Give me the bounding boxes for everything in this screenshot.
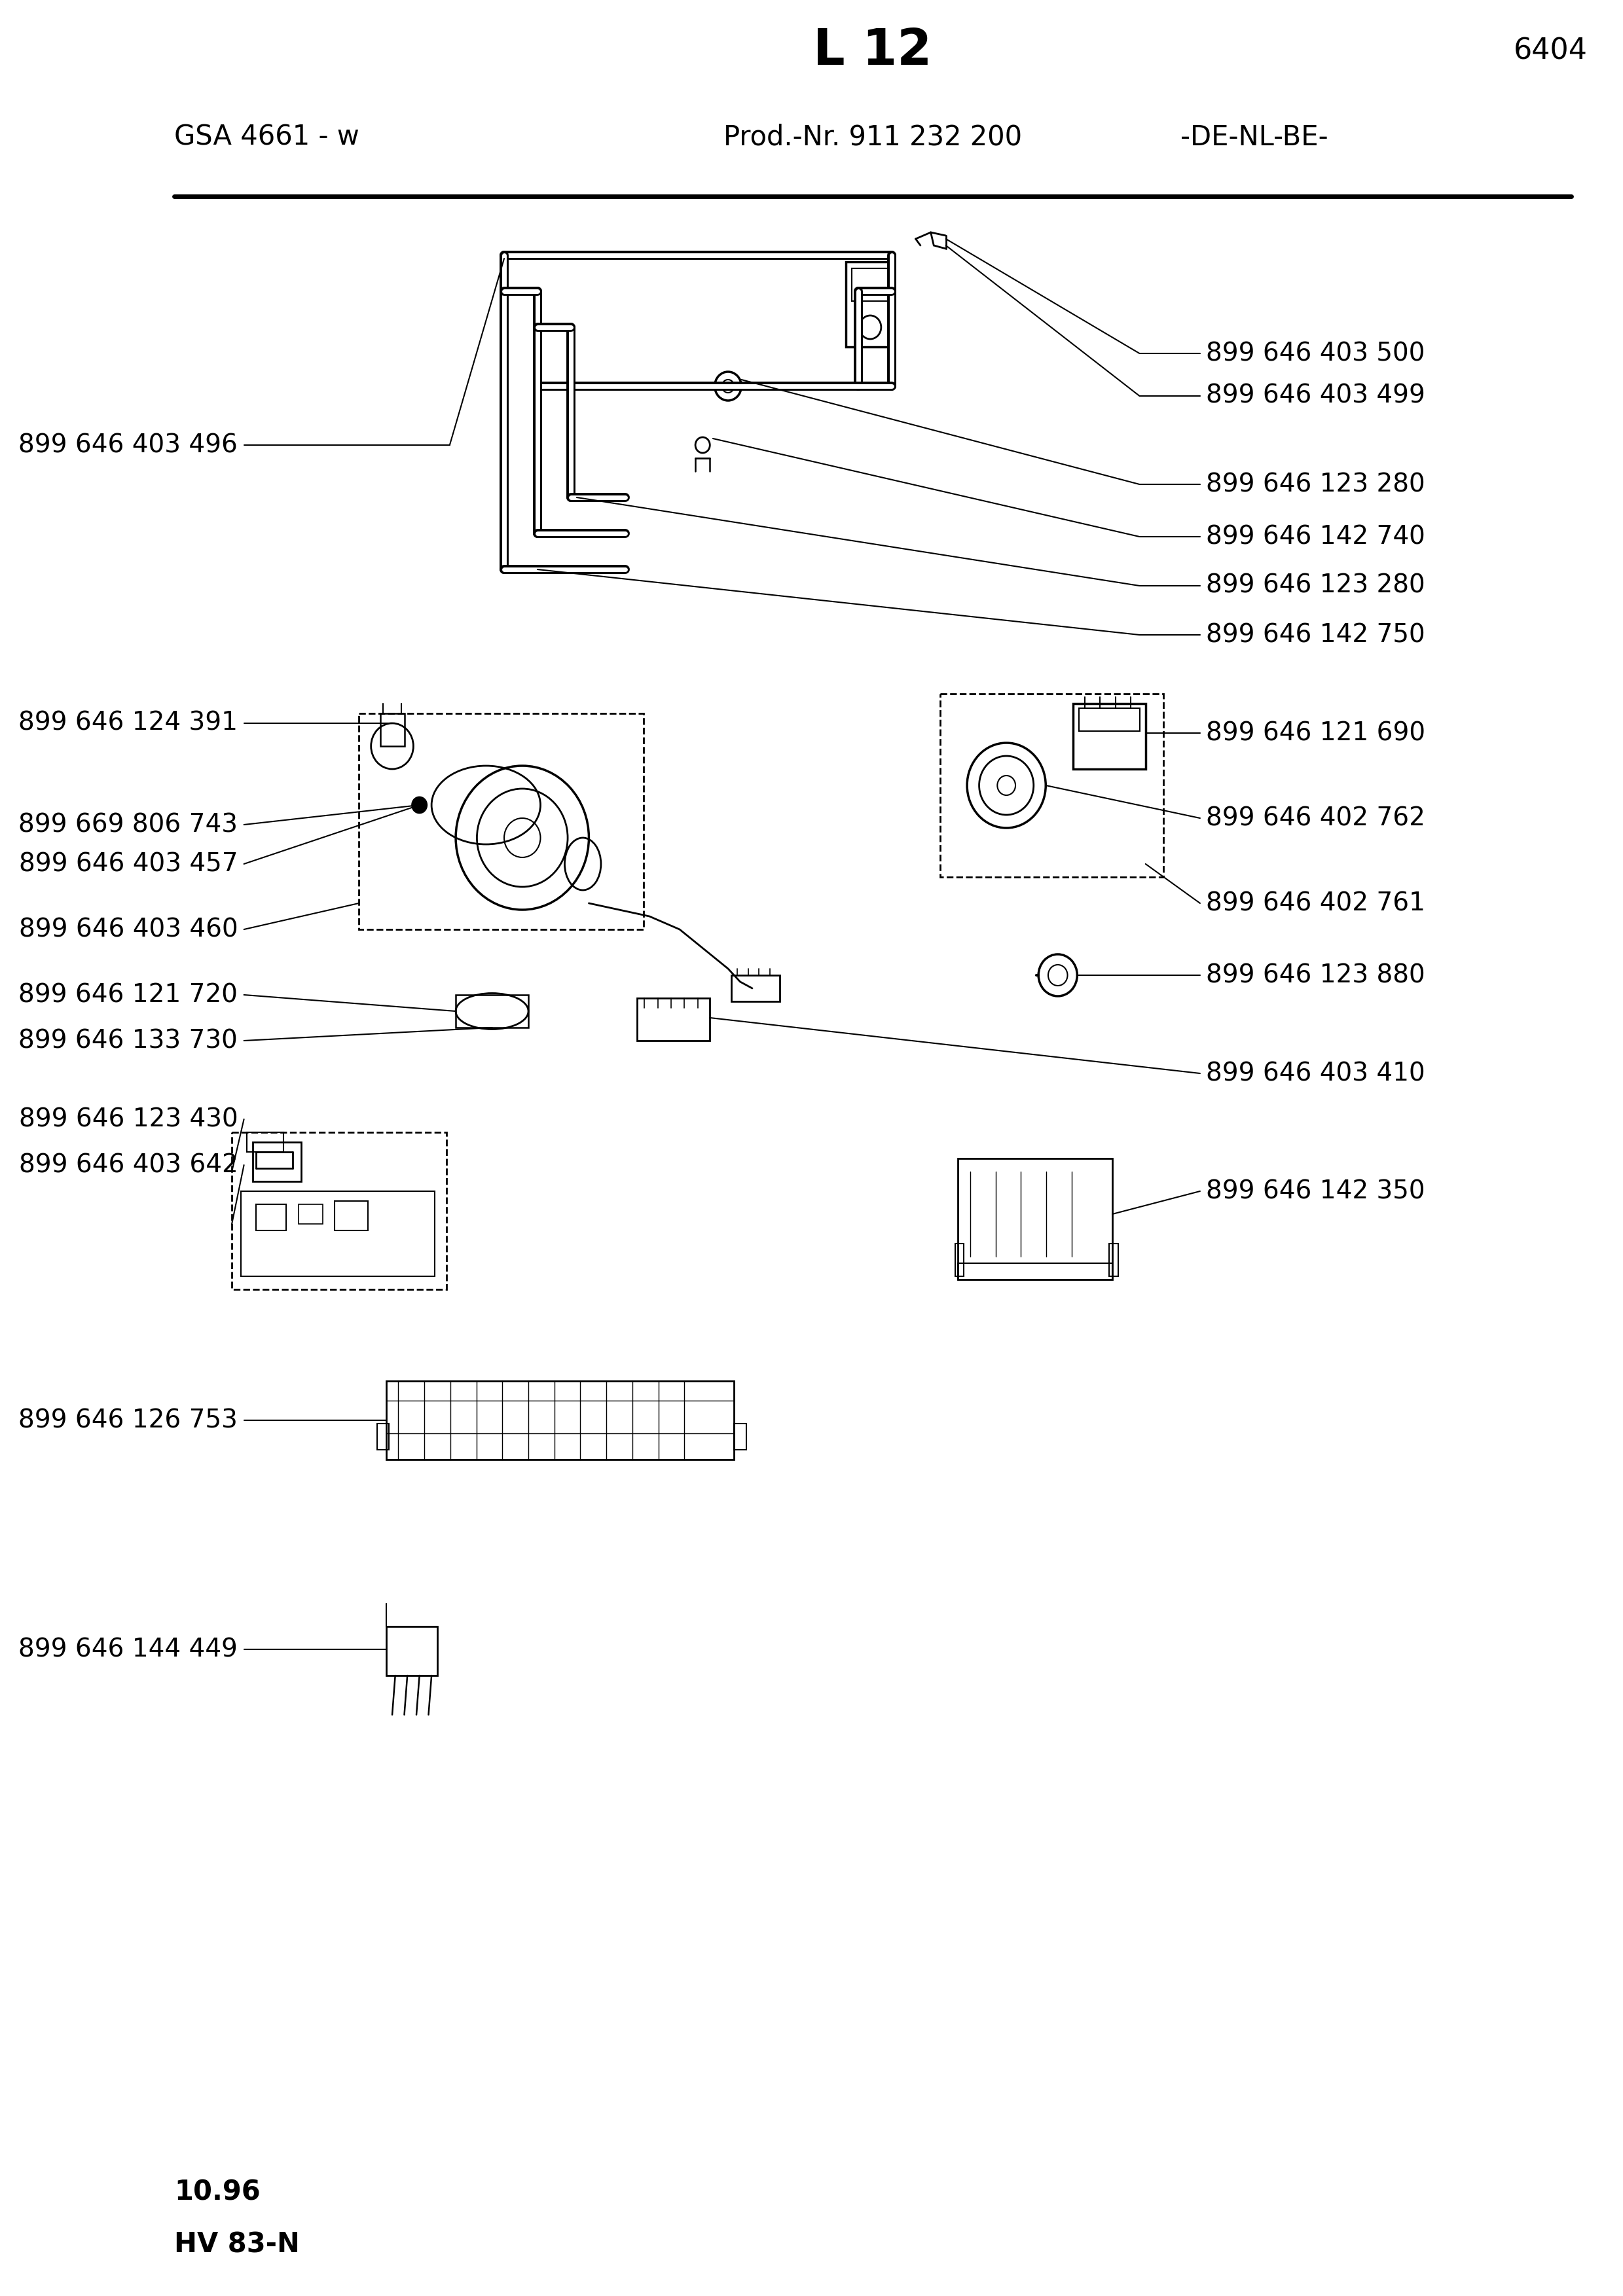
Bar bbox=[638, 999, 709, 1040]
Text: -DE-NL-BE-: -DE-NL-BE- bbox=[1180, 124, 1328, 152]
Bar bbox=[846, 262, 894, 347]
Text: 899 646 403 642: 899 646 403 642 bbox=[19, 1153, 239, 1178]
Text: HV 83-N: HV 83-N bbox=[174, 2232, 300, 2259]
Text: 899 646 142 740: 899 646 142 740 bbox=[1206, 523, 1425, 549]
Bar bbox=[852, 269, 888, 301]
Bar bbox=[734, 1424, 747, 1449]
Text: GSA 4661 - w: GSA 4661 - w bbox=[174, 124, 359, 152]
Bar bbox=[253, 1141, 302, 1182]
Bar bbox=[232, 1132, 446, 1290]
Text: 899 646 121 690: 899 646 121 690 bbox=[1206, 721, 1425, 746]
Text: 899 646 403 410: 899 646 403 410 bbox=[1206, 1061, 1425, 1086]
Bar bbox=[456, 994, 529, 1029]
Text: Prod.-Nr. 911 232 200: Prod.-Nr. 911 232 200 bbox=[724, 124, 1022, 152]
Bar bbox=[386, 1380, 734, 1460]
Bar bbox=[730, 976, 779, 1001]
Bar bbox=[1073, 703, 1146, 769]
Text: 899 646 123 280: 899 646 123 280 bbox=[1206, 473, 1425, 496]
Bar bbox=[1109, 1244, 1118, 1277]
Bar bbox=[386, 1626, 438, 1676]
Text: 899 646 123 280: 899 646 123 280 bbox=[1206, 574, 1425, 599]
Text: 899 646 126 753: 899 646 126 753 bbox=[18, 1407, 239, 1433]
Text: 899 646 403 460: 899 646 403 460 bbox=[19, 916, 239, 941]
Bar bbox=[958, 1263, 1112, 1279]
Bar bbox=[377, 1424, 390, 1449]
Text: 899 646 402 762: 899 646 402 762 bbox=[1206, 806, 1425, 831]
Bar bbox=[334, 1201, 368, 1231]
Bar bbox=[240, 1192, 435, 1277]
Bar bbox=[1079, 707, 1139, 730]
Text: 899 646 142 350: 899 646 142 350 bbox=[1206, 1178, 1425, 1203]
Text: 899 646 142 750: 899 646 142 750 bbox=[1206, 622, 1425, 647]
Bar bbox=[958, 1159, 1112, 1279]
Text: 899 669 806 743: 899 669 806 743 bbox=[18, 813, 239, 838]
Bar bbox=[247, 1132, 284, 1153]
Text: 899 646 121 720: 899 646 121 720 bbox=[18, 983, 239, 1008]
Bar bbox=[359, 714, 643, 930]
Circle shape bbox=[412, 797, 427, 813]
Text: 899 646 403 500: 899 646 403 500 bbox=[1206, 342, 1425, 365]
Text: 899 646 403 499: 899 646 403 499 bbox=[1206, 383, 1425, 409]
Text: 899 646 402 761: 899 646 402 761 bbox=[1206, 891, 1425, 916]
Text: 899 646 144 449: 899 646 144 449 bbox=[18, 1637, 239, 1662]
Text: 6404: 6404 bbox=[1513, 37, 1587, 64]
Text: L 12: L 12 bbox=[813, 28, 932, 76]
Bar bbox=[256, 1205, 286, 1231]
Bar bbox=[940, 693, 1164, 877]
Text: 899 646 403 457: 899 646 403 457 bbox=[19, 852, 239, 877]
Text: 899 646 123 880: 899 646 123 880 bbox=[1206, 962, 1425, 987]
Text: 10.96: 10.96 bbox=[174, 2179, 261, 2206]
Bar bbox=[380, 714, 404, 746]
Bar bbox=[299, 1205, 323, 1224]
Text: 899 646 133 730: 899 646 133 730 bbox=[18, 1029, 239, 1054]
Text: 899 646 403 496: 899 646 403 496 bbox=[18, 432, 239, 457]
Text: 899 646 123 430: 899 646 123 430 bbox=[19, 1107, 239, 1132]
Text: 899 646 124 391: 899 646 124 391 bbox=[18, 712, 239, 735]
Bar bbox=[954, 1244, 964, 1277]
